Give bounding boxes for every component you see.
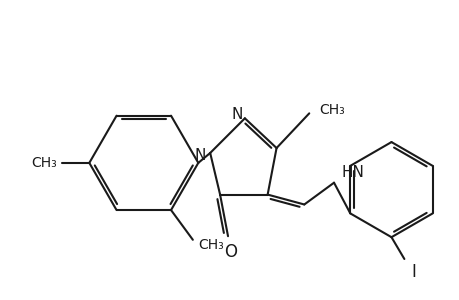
Text: N: N [194, 148, 206, 164]
Text: CH₃: CH₃ [31, 156, 56, 170]
Text: O: O [224, 243, 237, 261]
Text: HN: HN [341, 165, 364, 180]
Text: CH₃: CH₃ [319, 103, 344, 117]
Text: N: N [231, 107, 242, 122]
Text: I: I [411, 263, 416, 281]
Text: CH₃: CH₃ [197, 238, 223, 252]
